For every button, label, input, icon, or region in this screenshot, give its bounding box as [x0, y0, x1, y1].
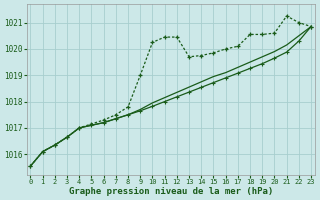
- X-axis label: Graphe pression niveau de la mer (hPa): Graphe pression niveau de la mer (hPa): [69, 187, 273, 196]
